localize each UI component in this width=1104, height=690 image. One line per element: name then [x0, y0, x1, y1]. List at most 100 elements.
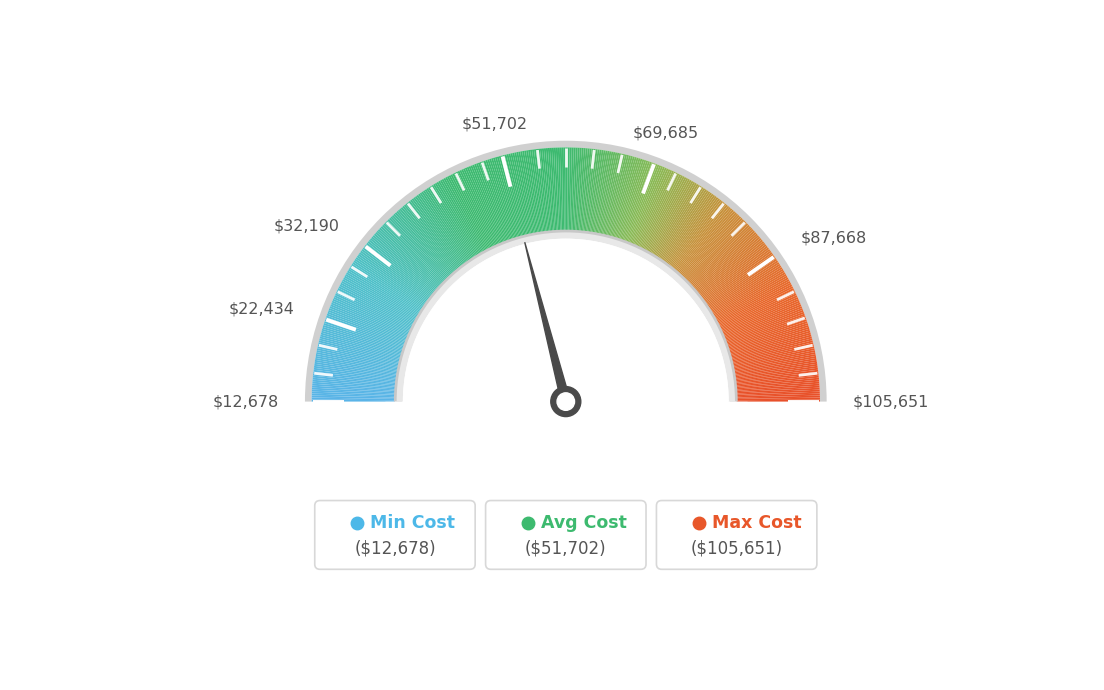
Wedge shape [340, 283, 415, 323]
Wedge shape [393, 214, 450, 276]
Wedge shape [590, 150, 604, 233]
Text: ($12,678): ($12,678) [354, 540, 436, 558]
Wedge shape [712, 270, 785, 315]
Polygon shape [524, 242, 571, 403]
Wedge shape [736, 390, 820, 395]
Wedge shape [481, 161, 510, 240]
Wedge shape [343, 277, 416, 319]
Wedge shape [372, 235, 437, 290]
Wedge shape [476, 163, 507, 242]
Wedge shape [684, 219, 744, 280]
Wedge shape [382, 225, 443, 284]
Wedge shape [322, 325, 403, 351]
Wedge shape [734, 354, 816, 371]
Wedge shape [728, 321, 807, 348]
Wedge shape [312, 375, 396, 386]
Wedge shape [654, 184, 699, 256]
Wedge shape [395, 213, 452, 275]
Wedge shape [581, 148, 590, 231]
Wedge shape [325, 319, 404, 348]
Wedge shape [616, 159, 643, 239]
Wedge shape [327, 313, 405, 344]
Wedge shape [320, 335, 401, 358]
Wedge shape [672, 203, 726, 269]
Wedge shape [442, 179, 484, 253]
Wedge shape [569, 148, 572, 230]
Wedge shape [668, 198, 720, 266]
Wedge shape [358, 254, 427, 304]
Wedge shape [693, 232, 756, 288]
Wedge shape [643, 174, 681, 249]
Wedge shape [428, 187, 475, 258]
Wedge shape [617, 159, 645, 239]
Wedge shape [314, 368, 396, 380]
Wedge shape [526, 150, 540, 233]
Text: $12,678: $12,678 [213, 394, 279, 409]
Wedge shape [315, 364, 396, 377]
Wedge shape [728, 317, 806, 346]
Wedge shape [716, 281, 790, 322]
Wedge shape [542, 148, 551, 231]
Wedge shape [389, 217, 448, 279]
Wedge shape [562, 148, 564, 230]
Wedge shape [731, 335, 811, 358]
Wedge shape [410, 199, 463, 266]
Wedge shape [671, 202, 724, 268]
Wedge shape [550, 148, 556, 231]
Wedge shape [500, 155, 523, 237]
Wedge shape [336, 292, 412, 329]
Wedge shape [735, 374, 819, 384]
Wedge shape [565, 148, 567, 230]
Wedge shape [339, 284, 414, 324]
Wedge shape [454, 172, 492, 248]
Wedge shape [698, 239, 763, 294]
Wedge shape [510, 153, 530, 235]
Wedge shape [349, 267, 421, 313]
Wedge shape [530, 150, 543, 233]
Wedge shape [408, 201, 461, 268]
Wedge shape [379, 228, 442, 286]
Wedge shape [329, 306, 407, 339]
Wedge shape [474, 164, 506, 242]
Wedge shape [386, 220, 446, 281]
Wedge shape [676, 207, 731, 272]
Wedge shape [538, 149, 549, 232]
Wedge shape [416, 195, 467, 264]
Wedge shape [683, 217, 743, 279]
Wedge shape [705, 255, 775, 304]
Wedge shape [656, 186, 702, 257]
Wedge shape [699, 241, 764, 295]
Wedge shape [438, 181, 481, 254]
Wedge shape [445, 177, 486, 251]
Wedge shape [736, 395, 820, 399]
Text: ($51,702): ($51,702) [526, 540, 606, 558]
Wedge shape [731, 338, 813, 360]
Wedge shape [679, 211, 735, 275]
Wedge shape [357, 255, 426, 304]
Wedge shape [426, 188, 474, 259]
Wedge shape [342, 279, 416, 320]
Wedge shape [312, 386, 395, 392]
Wedge shape [631, 167, 665, 244]
Text: $69,685: $69,685 [633, 126, 699, 141]
Wedge shape [335, 293, 411, 330]
Wedge shape [719, 290, 795, 328]
Wedge shape [326, 317, 404, 346]
Wedge shape [315, 358, 397, 373]
Wedge shape [576, 148, 584, 231]
Wedge shape [725, 310, 804, 341]
Wedge shape [407, 202, 460, 268]
Wedge shape [667, 197, 719, 265]
Wedge shape [444, 178, 485, 252]
FancyBboxPatch shape [486, 500, 646, 569]
Wedge shape [624, 162, 654, 241]
Wedge shape [707, 257, 776, 306]
Wedge shape [724, 306, 803, 339]
Wedge shape [720, 292, 796, 329]
Wedge shape [682, 216, 741, 278]
Wedge shape [316, 352, 399, 370]
Wedge shape [317, 346, 399, 366]
Wedge shape [725, 312, 805, 342]
Wedge shape [365, 244, 432, 297]
Wedge shape [696, 237, 761, 292]
